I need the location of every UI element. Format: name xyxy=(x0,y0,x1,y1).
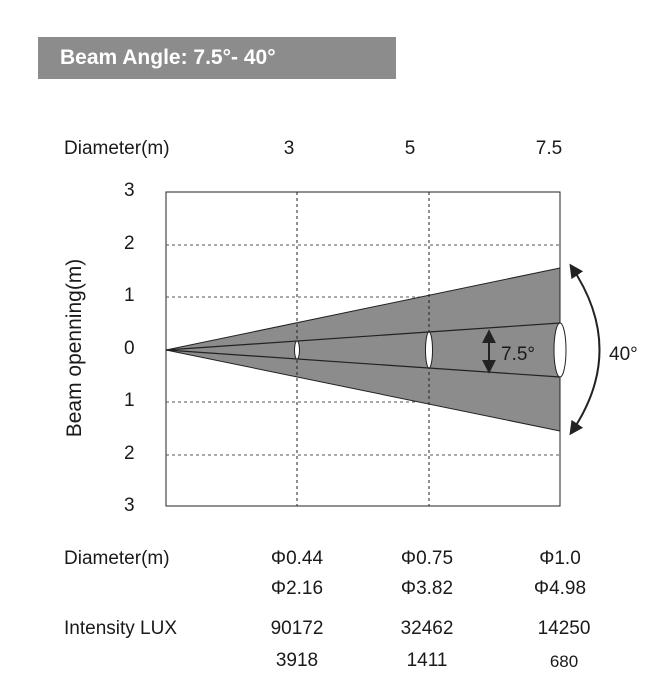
wide-angle-label: 40° xyxy=(609,344,638,365)
intensity-3m-wide: 3918 xyxy=(275,650,319,671)
y-tick-3: 0 xyxy=(124,338,135,359)
intensity-3m-narrow: 90172 xyxy=(270,618,324,639)
y-tick-5: 2 xyxy=(124,443,135,464)
spot-ellipse-3m xyxy=(294,340,300,360)
intensity-5m-narrow: 32462 xyxy=(400,618,454,639)
distance-label-3: 7.5 xyxy=(535,138,563,159)
y-tick-1: 2 xyxy=(124,233,135,254)
y-tick-0: 3 xyxy=(124,180,135,201)
diameter-7-5m-wide: Φ4.98 xyxy=(533,578,587,599)
distance-label-1: 3 xyxy=(283,138,295,159)
y-tick-4: 1 xyxy=(124,390,135,411)
y-tick-6: 3 xyxy=(124,495,135,516)
diameter-7-5m-narrow: Φ1.0 xyxy=(539,548,581,569)
narrow-angle-label: 7.5° xyxy=(501,344,536,365)
intensity-7-5m-narrow: 14250 xyxy=(537,618,591,639)
beam-angle-banner: Beam Angle: 7.5°- 40° xyxy=(38,37,396,79)
intensity-7-5m-wide: 680 xyxy=(549,652,579,671)
diameter-5m-wide: Φ3.82 xyxy=(400,578,454,599)
spot-ellipse-5m xyxy=(425,331,433,369)
y-tick-2: 1 xyxy=(124,285,135,306)
intensity-row-label: Intensity LUX xyxy=(64,618,177,639)
diameter-row-label: Diameter(m) xyxy=(64,548,170,569)
spot-ellipse-7-5m xyxy=(553,322,567,378)
diameter-5m-narrow: Φ0.75 xyxy=(400,548,454,569)
diameter-3m-narrow: Φ0.44 xyxy=(270,548,324,569)
top-axis-label: Diameter(m) xyxy=(64,138,170,159)
distance-label-2: 5 xyxy=(404,138,416,159)
intensity-5m-wide: 1411 xyxy=(406,650,448,671)
narrow-beam-upper-edge xyxy=(165,322,561,351)
wide-angle-arrow xyxy=(569,263,601,436)
diameter-3m-wide: Φ2.16 xyxy=(270,578,324,599)
